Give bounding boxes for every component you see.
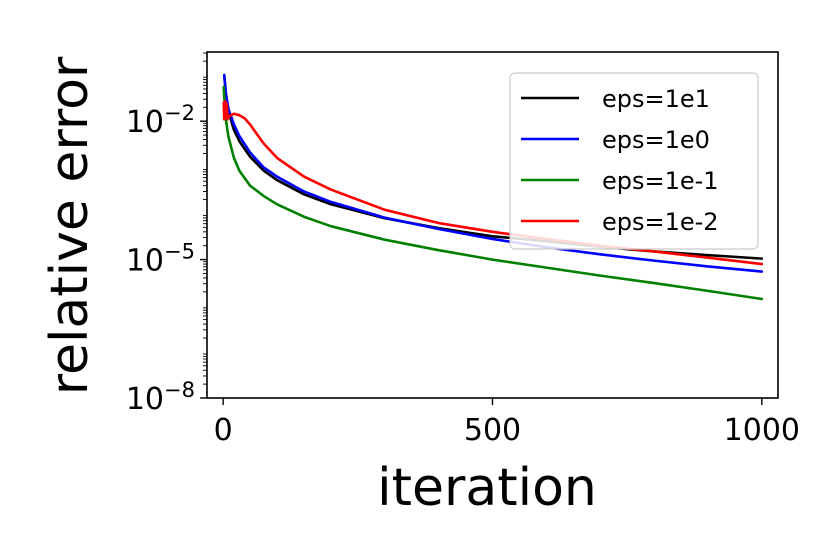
legend: eps=1e1 eps=1e0 eps=1e-1 eps=1e-2 [509,72,759,250]
series-line-1 [222,73,764,273]
y-tick-label-1: 10−5 [126,240,195,279]
x-tick-label-1: 500 [464,413,521,448]
legend-label-1: eps=1e0 [602,126,710,154]
legend-label-0: eps=1e1 [602,85,710,113]
legend-box [509,72,759,250]
x-tick-label-0: 0 [214,413,233,448]
x-axis-label: iteration [377,458,597,518]
x-tick-label-2: 1000 [724,413,800,448]
y-tick-label-0: 10−8 [126,378,195,417]
legend-label-3: eps=1e-2 [602,208,719,236]
y-axis-label: relative error [40,56,100,395]
tick-layer: 0 500 1000 10−8 10−5 10−2 [126,52,800,448]
legend-label-2: eps=1e-1 [602,167,719,195]
y-tick-label-2: 10−2 [126,101,195,140]
series-line-2 [222,85,764,301]
